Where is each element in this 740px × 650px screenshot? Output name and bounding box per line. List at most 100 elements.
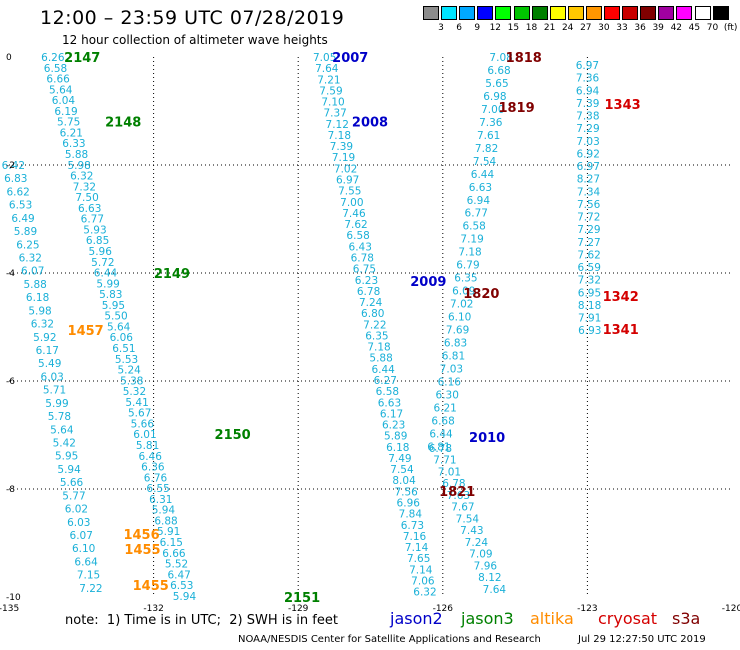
swh-value: 7.00 [340, 197, 363, 209]
swh-value: 6.44 [371, 364, 395, 376]
track-s3a-1821: 6.787.717.016.787.637.677.547.437.247.09… [429, 443, 507, 596]
swh-value: 6.07 [70, 530, 93, 542]
swh-value: 7.27 [577, 237, 600, 249]
swh-value: 7.18 [328, 130, 351, 142]
swh-value: 6.80 [361, 308, 384, 320]
swh-value: 7.38 [576, 111, 599, 123]
footer-note: note: 1) Time is in UTC; 2) SWH is in fe… [65, 613, 338, 628]
pass-label-altika: 1455 [124, 543, 160, 558]
swh-value: 7.03 [440, 363, 463, 375]
swh-value: 6.23 [355, 275, 378, 287]
swh-value: 7.10 [321, 97, 344, 109]
swh-value: 7.96 [474, 560, 498, 572]
x-tick-label: -129 [288, 604, 309, 614]
pass-label-s3a: 1819 [498, 101, 534, 116]
swh-value: 7.21 [317, 74, 340, 86]
legend-swatch [585, 6, 602, 20]
swh-value: 7.46 [342, 208, 366, 220]
swh-value: 5.83 [99, 289, 122, 301]
legend-label: (ft) [723, 23, 738, 33]
swh-value: 6.81 [427, 441, 450, 453]
legend-label: 33 [616, 23, 628, 33]
track-jason3-2147: 6.266.586.665.646.046.195.756.216.335.88… [41, 52, 196, 603]
legend-swatch [459, 6, 476, 20]
pass-label-jason2: 2009 [410, 275, 446, 290]
swh-value: 7.54 [473, 156, 497, 168]
swh-value: 6.62 [6, 186, 29, 198]
swh-value: 7.19 [460, 234, 483, 246]
swh-value: 7.43 [460, 525, 483, 537]
swh-value: 6.63 [469, 182, 492, 194]
swh-value: 5.88 [23, 279, 46, 291]
swh-value: 6.68 [487, 65, 510, 77]
swh-value: 7.29 [577, 224, 600, 236]
swh-value: 7.08 [489, 52, 512, 64]
swh-value: 5.38 [120, 375, 143, 387]
swh-value: 6.76 [144, 472, 168, 484]
legend-label: 18 [525, 23, 538, 33]
swh-value: 6.35 [454, 273, 477, 285]
swh-value: 5.71 [43, 385, 66, 397]
swh-value: 6.73 [401, 520, 424, 532]
swh-value: 6.18 [386, 442, 409, 454]
swh-value: 7.05 [313, 52, 336, 64]
x-tick-label: -120 [722, 604, 740, 614]
swh-value: 6.95 [578, 287, 601, 299]
swh-value: 6.01 [133, 429, 156, 441]
pass-label-altika: 1456 [123, 528, 159, 543]
legend-swatch [567, 6, 584, 20]
pass-label-jason3: 2150 [215, 428, 251, 443]
map-title: 12:00 – 23:59 UTC 07/28/2019 [40, 7, 345, 29]
swh-value: 7.36 [479, 117, 503, 129]
swh-value: 6.59 [578, 262, 601, 274]
pass-label-jason2: 2008 [352, 115, 388, 130]
swh-value: 6.83 [444, 338, 467, 350]
pass-label-altika: 1457 [68, 324, 104, 339]
swh-value: 6.49 [11, 213, 34, 225]
legend-label: 42 [670, 23, 683, 33]
x-tick-label: -123 [577, 604, 597, 614]
swh-value: 5.41 [125, 397, 148, 409]
y-tick-label: -2 [6, 161, 15, 171]
generation-timestamp: Jul 29 12:27:50 UTC 2019 [578, 634, 706, 645]
swh-value: 6.83 [4, 173, 27, 185]
swh-value: 8.04 [392, 475, 416, 487]
swh-value: 7.01 [438, 466, 461, 478]
legend-label: 27 [580, 23, 592, 33]
swh-value: 6.88 [154, 515, 177, 527]
swh-value: 7.65 [407, 553, 430, 565]
pass-label-jason3: 2149 [154, 267, 190, 282]
swh-value: 6.26 [41, 52, 65, 64]
swh-value: 7.62 [344, 219, 367, 231]
swh-value: 8.18 [578, 300, 601, 312]
swh-value: 6.17 [380, 408, 403, 420]
swh-value: 7.06 [411, 575, 435, 587]
swh-value: 7.12 [326, 119, 349, 131]
swh-value: 5.92 [33, 332, 56, 344]
swh-value: 6.32 [413, 587, 436, 599]
swh-value: 7.39 [576, 98, 599, 110]
swh-value: 7.32 [578, 275, 601, 287]
swh-value: 6.66 [46, 74, 70, 86]
legend-label: 3 [438, 23, 444, 33]
swh-value: 6.53 [170, 580, 193, 592]
legend-label: 70 [706, 23, 719, 33]
swh-value: 5.42 [53, 437, 76, 449]
swh-value: 7.14 [405, 542, 429, 554]
swh-value: 7.84 [399, 509, 423, 521]
swh-value: 7.24 [359, 297, 383, 309]
swh-value: 7.55 [338, 186, 361, 198]
y-tick-label: -6 [6, 377, 15, 387]
legend-swatch [640, 6, 657, 20]
legend-swatch [604, 6, 620, 20]
swh-value: 6.32 [31, 319, 54, 331]
swh-value: 7.49 [388, 453, 411, 465]
pass-label-s3a: 1820 [463, 287, 499, 302]
swh-value: 6.66 [162, 548, 186, 560]
swh-value: 6.18 [26, 292, 49, 304]
track-cryosat-1343: 6.977.366.947.397.387.297.036.926.978.27… [576, 60, 602, 337]
swh-value: 6.10 [72, 543, 95, 555]
swh-value: 6.10 [448, 312, 471, 324]
pass-label-cryosat: 1342 [603, 290, 639, 305]
swh-value: 7.15 [77, 570, 100, 582]
